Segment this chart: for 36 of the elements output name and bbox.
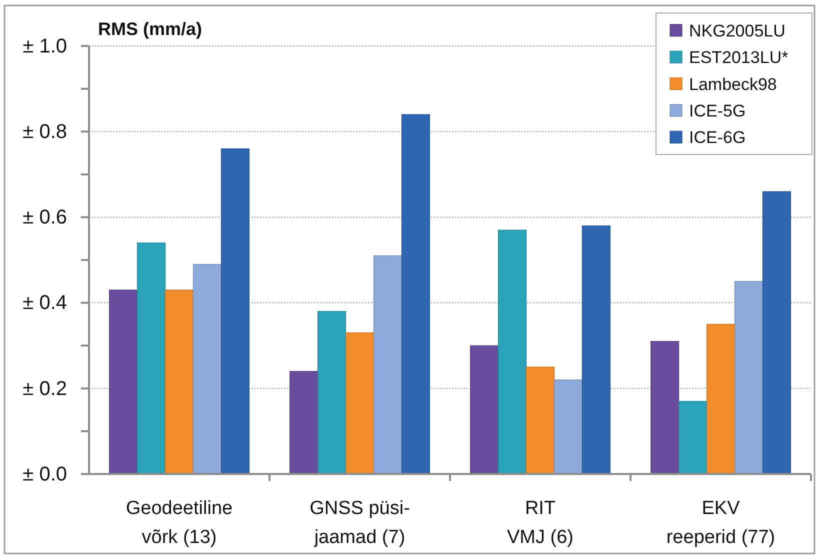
y-tick-label: ± 0.6: [22, 206, 67, 229]
y-tick-label: ± 0.4: [22, 292, 67, 314]
bar: [526, 366, 555, 474]
bar: [317, 311, 346, 474]
bar: [554, 380, 583, 474]
y-tick-label: ± 0.2: [22, 378, 67, 400]
legend-label: NKG2005LU: [689, 21, 786, 40]
bar: [373, 255, 402, 474]
bar: [734, 281, 764, 474]
bar: [582, 225, 610, 474]
bar: [290, 370, 318, 474]
bar: [345, 332, 374, 474]
legend-label: ICE-5G: [689, 101, 746, 120]
x-tick-label: GNSS püsi- jaamad (7): [310, 498, 410, 548]
x-tick-label: Geodeetiline võrk (13): [126, 498, 233, 548]
bar: [470, 345, 499, 474]
y-tick-label: ± 0.0: [22, 463, 67, 486]
x-tick-label: EKV reeperid (77): [666, 498, 776, 548]
bar: [650, 341, 680, 474]
legend-label: Lambeck98: [689, 74, 777, 94]
y-tick-label: ± 1.0: [22, 35, 67, 58]
y-axis-title: RMS (mm/a): [98, 19, 202, 39]
bar: [706, 324, 736, 474]
bar: [762, 191, 791, 474]
x-tick-label: RIT VMJ (6): [507, 498, 574, 548]
bar: [678, 400, 708, 474]
bar: [136, 242, 166, 474]
bar: [164, 290, 194, 474]
bar: [109, 290, 138, 474]
bar: [401, 114, 430, 474]
bar: [220, 148, 250, 474]
bar: [498, 230, 527, 474]
bar: [192, 264, 222, 474]
y-tick-label: ± 0.8: [22, 121, 67, 143]
legend-label: EST2013LU*: [689, 48, 789, 68]
legend-label: ICE-6G: [689, 128, 746, 148]
